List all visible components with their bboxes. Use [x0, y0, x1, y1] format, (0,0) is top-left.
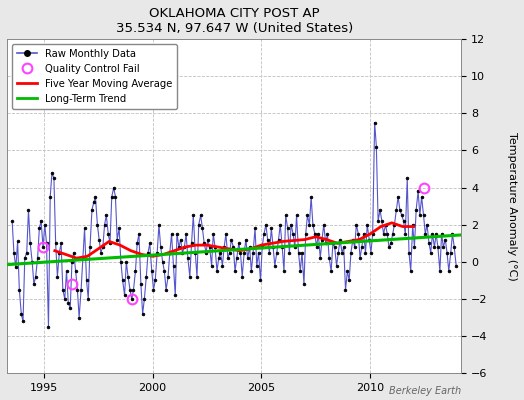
Text: Berkeley Earth: Berkeley Earth	[389, 386, 461, 396]
Legend: Raw Monthly Data, Quality Control Fail, Five Year Moving Average, Long-Term Tren: Raw Monthly Data, Quality Control Fail, …	[12, 44, 177, 109]
Y-axis label: Temperature Anomaly (°C): Temperature Anomaly (°C)	[507, 132, 517, 280]
Title: OKLAHOMA CITY POST AP
35.534 N, 97.647 W (United States): OKLAHOMA CITY POST AP 35.534 N, 97.647 W…	[115, 7, 353, 35]
